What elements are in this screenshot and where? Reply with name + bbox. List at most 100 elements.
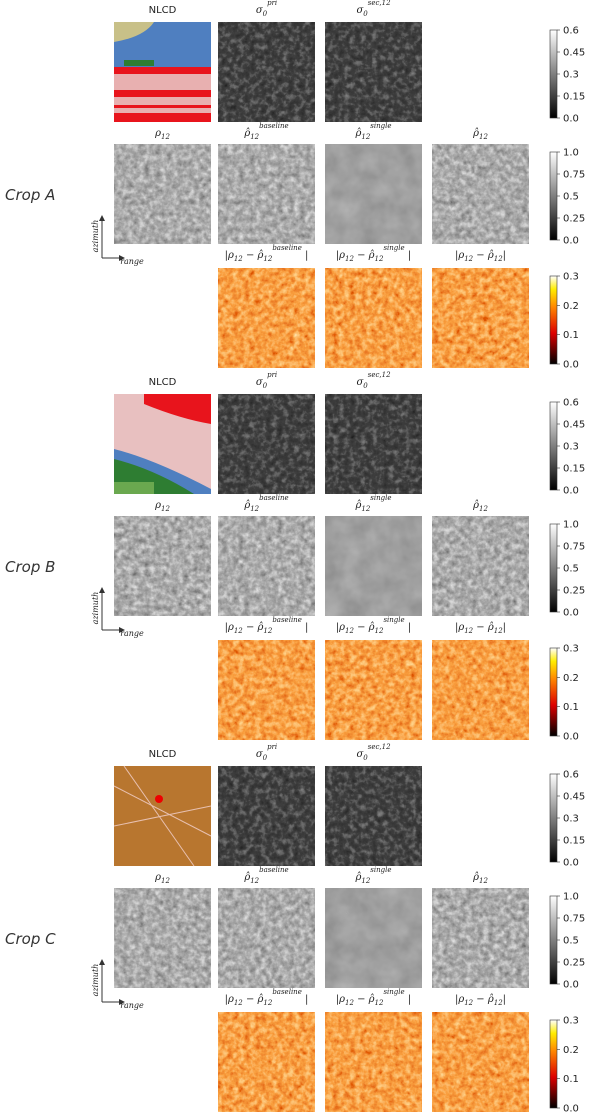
title-part: 12 — [345, 255, 354, 263]
colorbar-tick-label: 0.0 — [563, 732, 579, 743]
nlcd-image — [114, 22, 211, 122]
title-part: σ — [256, 5, 264, 16]
error-image — [325, 640, 422, 740]
colorbar-tick-label: 0.5 — [563, 192, 579, 203]
colorbar-tick-label: 0.0 — [563, 360, 579, 371]
panel-title: |ρ12​ − ρ̂12​baseline​ | — [225, 244, 309, 263]
colorbar-tick-label: 0.25 — [563, 586, 585, 597]
title-part: 12 — [361, 133, 370, 141]
title-part: − ρ̂ — [354, 994, 375, 1005]
panel-title: |ρ12​ − ρ̂12​| — [455, 622, 506, 635]
sar-image — [218, 394, 315, 494]
title-part: ρ — [154, 128, 161, 139]
field — [114, 84, 211, 90]
title-part: 12 — [234, 627, 243, 635]
panel-title: |ρ12​ − ρ̂12​baseline​ | — [225, 988, 309, 1007]
panel-title: σ0​sec,12​ — [356, 371, 391, 390]
title-part: 12 — [250, 133, 259, 141]
title-part: 0 — [263, 10, 268, 18]
colorbar-tick-label: 0.75 — [563, 914, 585, 925]
title-part: |ρ — [225, 250, 234, 261]
title-part: 12 — [375, 627, 384, 635]
title-part: 12 — [494, 627, 503, 635]
nlcd-image — [114, 394, 211, 494]
panel-title: σ0​sec,12​ — [356, 0, 391, 18]
colorbar-tick-label: 0.0 — [563, 608, 579, 619]
colorbar-tick-label: 0.6 — [563, 770, 579, 781]
colorbar-tick-label: 0.6 — [563, 26, 579, 37]
error-image — [218, 1012, 315, 1112]
panel-title: ρ̂12​ — [472, 872, 488, 885]
range-label: range — [120, 257, 144, 266]
sar-image — [114, 516, 211, 616]
panel-title: |ρ12​ − ρ̂12​single​ | — [336, 988, 411, 1007]
title-part: single — [383, 988, 404, 996]
sar-image — [218, 22, 315, 122]
colorbar-tick-label: 0.3 — [563, 442, 579, 453]
title-part: ρ̂ — [354, 128, 361, 139]
title-part: σ — [256, 377, 264, 388]
title-part: 12 — [234, 255, 243, 263]
road — [113, 785, 212, 837]
forest — [114, 482, 154, 494]
developed — [144, 394, 211, 424]
sar-image — [218, 888, 315, 988]
title-part: − ρ̂ — [473, 622, 494, 633]
sar-image — [218, 766, 315, 866]
developed — [155, 795, 163, 803]
title-part: NLCD — [149, 749, 177, 760]
title-part: | — [503, 994, 506, 1005]
error-image — [325, 1012, 422, 1112]
title-part: 12 — [263, 255, 272, 263]
title-part: single — [370, 866, 391, 874]
colorbar — [549, 401, 558, 491]
panel-title: ρ̂12​baseline​ — [243, 494, 288, 513]
title-part: sec,12 — [368, 371, 391, 379]
sar-image — [218, 144, 315, 244]
colorbar-tick-label: 0.2 — [563, 1045, 579, 1056]
colorbar-tick-label: 0.75 — [563, 542, 585, 553]
panel-title: |ρ12​ − ρ̂12​| — [455, 994, 506, 1007]
title-part: 0 — [363, 754, 368, 762]
sar-image — [432, 144, 529, 244]
title-part: 12 — [234, 999, 243, 1007]
title-part: 0 — [363, 10, 368, 18]
title-part: 12 — [161, 133, 170, 141]
colorbar-tick-label: 0.3 — [563, 272, 579, 283]
title-part: | — [503, 622, 506, 633]
panel-title: ρ̂12​single​ — [354, 122, 391, 141]
crop-label: Crop C — [5, 930, 56, 948]
crop-label: Crop B — [5, 558, 55, 576]
panel-title: ρ̂12​baseline​ — [243, 866, 288, 885]
colorbar-tick-label: 0.6 — [563, 398, 579, 409]
title-part: 0 — [263, 754, 268, 762]
colorbar — [549, 275, 558, 365]
colorbar — [549, 1019, 558, 1109]
panel-title: ρ̂12​baseline​ — [243, 122, 288, 141]
title-part: baseline — [259, 494, 289, 502]
title-part: 12 — [161, 877, 170, 885]
error-image — [325, 268, 422, 368]
title-part: 12 — [345, 999, 354, 1007]
sar-image — [432, 888, 529, 988]
colorbar-tick-label: 0.15 — [563, 464, 585, 475]
sar-image — [114, 888, 211, 988]
sar-image — [218, 516, 315, 616]
title-part: pri — [267, 0, 277, 7]
title-part: |ρ — [225, 622, 234, 633]
title-part: pri — [267, 743, 277, 751]
colorbar-tick-label: 0.45 — [563, 792, 585, 803]
error-image — [432, 1012, 529, 1112]
colorbar — [549, 151, 558, 241]
panel-title: ρ12​ — [154, 128, 170, 141]
colorbar-tick-label: 0.3 — [563, 814, 579, 825]
colorbar-tick-label: 0.5 — [563, 936, 579, 947]
title-part: |ρ — [336, 250, 345, 261]
sar-image — [325, 394, 422, 494]
panel-title: ρ̂12​single​ — [354, 866, 391, 885]
crop-label: Crop A — [5, 186, 55, 204]
title-part: baseline — [272, 616, 302, 624]
title-part: | — [405, 622, 412, 633]
title-part: ρ̂ — [354, 872, 361, 883]
sar-image — [325, 22, 422, 122]
